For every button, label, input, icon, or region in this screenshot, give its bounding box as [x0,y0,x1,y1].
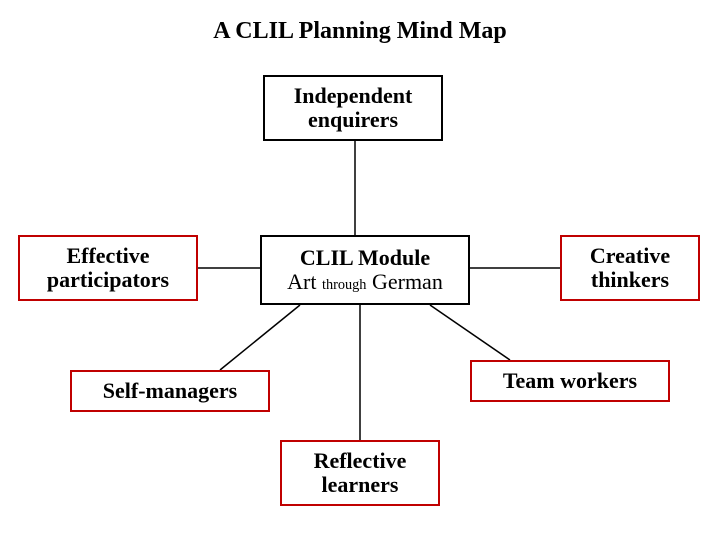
node-creative-thinkers: Creative thinkers [560,235,700,301]
node-center-line2-small: through [322,277,366,293]
node-independent-enquirers: Independent enquirers [263,75,443,141]
node-top-line1: Independent [294,84,413,108]
node-reflective-learners: Reflective learners [280,440,440,506]
mindmap-canvas: A CLIL Planning Mind Map CLIL Module Art… [0,0,720,540]
node-bottom-line2: learners [322,473,399,497]
node-bottom-line1: Reflective [314,449,407,473]
node-bottomright-line1: Team workers [503,369,637,393]
node-bottomleft-line1: Self-managers [103,379,237,403]
node-center-line2: Art through German [287,270,443,294]
node-left-line2: participators [47,268,169,292]
node-center-line1: CLIL Module [300,246,430,270]
node-center-line2-post: German [366,269,442,294]
node-center: CLIL Module Art through German [260,235,470,305]
node-team-workers: Team workers [470,360,670,402]
diagram-title: A CLIL Planning Mind Map [0,18,720,45]
node-top-line2: enquirers [308,108,398,132]
node-self-managers: Self-managers [70,370,270,412]
node-right-line2: thinkers [591,268,669,292]
node-effective-participators: Effective participators [18,235,198,301]
node-right-line1: Creative [590,244,670,268]
node-center-line2-pre: Art [287,269,322,294]
node-left-line1: Effective [66,244,149,268]
